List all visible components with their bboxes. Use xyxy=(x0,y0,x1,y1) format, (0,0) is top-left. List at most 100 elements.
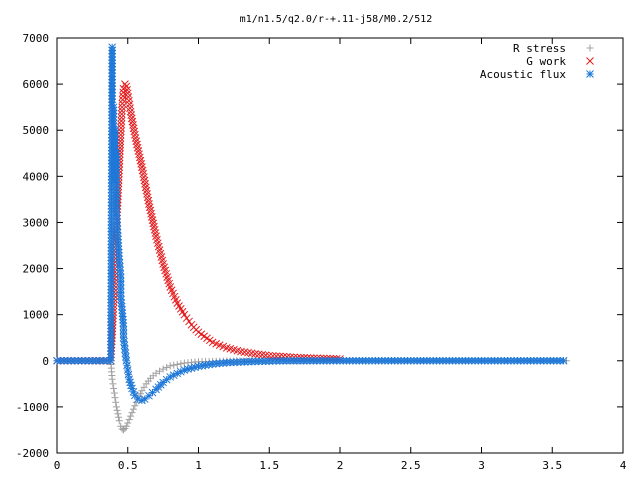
x-tick-label: 2 xyxy=(337,459,344,472)
g-work-point xyxy=(117,120,126,129)
legend-marker xyxy=(586,57,594,65)
acoustic-flux-point xyxy=(215,359,224,368)
g-work-point xyxy=(147,209,155,218)
r-stress-point xyxy=(128,409,136,417)
r-stress-point xyxy=(110,389,118,397)
r-stress-point xyxy=(124,419,132,427)
g-work-point xyxy=(130,130,139,139)
y-tick-label: -2000 xyxy=(16,447,49,460)
r-stress-point xyxy=(110,384,118,392)
g-work-point xyxy=(145,203,154,212)
r-stress-point xyxy=(156,367,164,375)
g-work-point xyxy=(133,140,141,149)
x-tick-label: 1.5 xyxy=(259,459,279,472)
r-stress-point xyxy=(131,402,139,410)
acoustic-flux-point xyxy=(63,356,72,365)
r-stress-point xyxy=(108,375,116,383)
legend-marker xyxy=(586,70,594,78)
g-work-point xyxy=(126,107,135,116)
g-work-point xyxy=(147,213,156,221)
legend-label: G work xyxy=(526,55,566,68)
g-work-point xyxy=(133,143,142,152)
g-work-point xyxy=(121,80,129,88)
g-work-point xyxy=(145,200,153,208)
g-work-point xyxy=(148,216,157,224)
g-work-point xyxy=(151,229,160,237)
r-stress-point xyxy=(125,416,133,424)
acoustic-flux-point xyxy=(92,356,100,365)
x-tick-label: 0 xyxy=(54,459,61,472)
r-stress-point xyxy=(115,413,123,421)
r-stress-point xyxy=(114,410,122,418)
r-stress-point xyxy=(159,365,167,373)
y-tick-label: 3000 xyxy=(23,216,50,229)
acoustic-flux-point xyxy=(244,357,252,366)
acoustic-flux-point xyxy=(99,356,108,365)
x-tick-label: 4 xyxy=(620,459,627,472)
g-work-point xyxy=(180,310,189,319)
g-work-point xyxy=(129,124,138,133)
x-tick-label: 3 xyxy=(478,459,485,472)
r-stress-point xyxy=(163,363,171,371)
acoustic-flux-point xyxy=(116,277,125,286)
g-work-point xyxy=(117,124,125,132)
legend-label: R stress xyxy=(513,42,566,55)
acoustic-flux-point xyxy=(108,98,117,107)
acoustic-flux-point xyxy=(251,357,259,366)
y-tick-label: 1000 xyxy=(23,309,50,322)
acoustic-flux-point xyxy=(70,356,79,365)
g-work-point xyxy=(131,134,140,142)
r-stress-point xyxy=(112,403,120,411)
data-marks xyxy=(53,43,570,434)
g-work-point xyxy=(132,137,141,146)
acoustic-flux-point xyxy=(559,356,568,365)
g-work-point xyxy=(117,110,126,118)
g-work-point xyxy=(136,156,145,165)
acoustic-flux-point xyxy=(116,281,125,290)
g-work-point xyxy=(265,351,274,360)
axes: 0 0.5 1 1.5 2 2.5 3 3.5 4 -2000 -1000 0 1000 2000 3000… xyxy=(16,32,627,472)
r-stress-point xyxy=(177,360,185,368)
g-work-point xyxy=(146,206,155,215)
acoustic-flux-point xyxy=(116,288,125,297)
x-tick-label: 0.5 xyxy=(118,459,138,472)
g-work-point xyxy=(149,219,158,228)
g-work-point xyxy=(130,127,139,136)
g-work-point xyxy=(150,225,159,234)
y-tick-label: 5000 xyxy=(23,124,50,137)
x-tick-label: 3.5 xyxy=(542,459,562,472)
r-stress-point xyxy=(152,369,160,377)
x-tick-label: 2.5 xyxy=(401,459,421,472)
acoustic-flux-point xyxy=(247,357,256,366)
r-stress-point xyxy=(166,362,174,370)
g-work-point xyxy=(118,103,126,112)
g-work-point xyxy=(127,114,136,123)
g-work-point xyxy=(137,160,146,168)
acoustic-flux-point xyxy=(56,356,65,365)
acoustic-flux-point xyxy=(133,395,142,403)
g-work-point xyxy=(185,317,193,326)
acoustic-flux-point xyxy=(74,356,83,365)
acoustic-flux-point xyxy=(140,395,149,403)
g-work-point xyxy=(135,153,144,162)
g-work-point xyxy=(135,150,143,159)
y-tick-label: 7000 xyxy=(23,32,50,45)
y-tick-label: 6000 xyxy=(23,78,50,91)
r-stress-point xyxy=(109,380,117,388)
y-tick-label: 4000 xyxy=(23,170,50,183)
r-stress-point xyxy=(112,398,120,406)
g-work-point xyxy=(118,106,126,115)
legend-label: Acoustic flux xyxy=(480,68,566,81)
r-stress-point xyxy=(170,361,178,369)
g-work-point xyxy=(129,121,137,129)
g-work-point xyxy=(117,113,126,122)
g-work-point xyxy=(128,117,137,126)
r-stress-point xyxy=(113,406,121,414)
g-work-point xyxy=(150,222,158,231)
acoustic-flux-point xyxy=(268,357,277,365)
g-work-point xyxy=(134,147,143,155)
g-work-point xyxy=(117,117,126,125)
r-stress-point xyxy=(129,405,137,413)
